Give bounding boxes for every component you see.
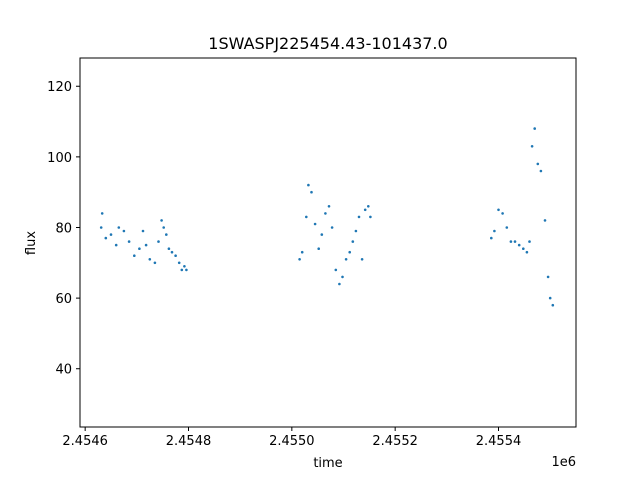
data-point xyxy=(357,215,361,219)
data-point xyxy=(313,222,317,226)
data-point xyxy=(363,208,367,212)
data-point xyxy=(522,247,525,250)
data-point xyxy=(546,275,550,279)
data-point xyxy=(367,205,370,208)
data-point xyxy=(334,268,338,272)
y-tick-label: 80 xyxy=(55,221,72,236)
x-axis-ticks: 2.4546 2.4548 2.4550 2.4552 2.4554 xyxy=(62,427,521,449)
plot-frame xyxy=(79,57,577,428)
data-point xyxy=(183,265,186,268)
x-tick-label: 2.4550 xyxy=(269,434,315,449)
data-point xyxy=(157,240,160,243)
data-point xyxy=(153,261,157,265)
data-points xyxy=(99,127,555,307)
y-axis-ticks: 40 60 80 100 120 xyxy=(47,80,80,378)
data-point xyxy=(369,215,372,219)
data-point xyxy=(320,233,324,236)
x-tick-label: 2.4552 xyxy=(372,434,418,449)
data-point xyxy=(317,247,321,250)
data-point xyxy=(327,205,331,208)
data-point xyxy=(138,247,141,250)
data-point xyxy=(144,243,148,247)
data-point xyxy=(517,243,521,247)
data-point xyxy=(543,219,547,222)
data-point xyxy=(141,229,145,233)
y-tick-label: 120 xyxy=(47,80,72,95)
data-point xyxy=(300,250,304,254)
data-point xyxy=(551,303,555,307)
data-point xyxy=(180,268,184,272)
y-tick-label: 60 xyxy=(55,292,72,307)
data-point xyxy=(536,162,540,166)
data-point xyxy=(530,145,534,148)
data-point xyxy=(100,212,104,215)
data-point xyxy=(505,226,509,229)
data-point xyxy=(525,250,529,254)
data-point xyxy=(104,236,108,240)
data-point xyxy=(148,258,152,261)
data-point xyxy=(351,240,355,243)
data-point xyxy=(548,296,552,300)
data-point xyxy=(360,258,364,261)
data-point xyxy=(338,282,341,286)
y-tick-label: 100 xyxy=(47,151,72,166)
data-point xyxy=(174,254,177,257)
data-point xyxy=(493,229,496,233)
data-point xyxy=(324,212,327,215)
x-axis-offset-label: 1e6 xyxy=(551,455,576,470)
data-point xyxy=(114,243,118,247)
data-point xyxy=(497,208,500,212)
data-point xyxy=(307,183,310,187)
data-point xyxy=(354,229,358,233)
data-point xyxy=(341,275,344,279)
data-point xyxy=(305,215,308,219)
data-point xyxy=(122,229,126,233)
data-point xyxy=(330,226,334,229)
data-point xyxy=(133,254,136,257)
data-point xyxy=(160,219,163,222)
data-point xyxy=(344,258,348,261)
data-point xyxy=(513,240,517,243)
data-point xyxy=(348,250,352,254)
data-point xyxy=(298,258,301,261)
data-point xyxy=(533,127,536,130)
data-point xyxy=(170,250,174,254)
data-point xyxy=(528,240,531,243)
data-point xyxy=(167,247,171,250)
data-point xyxy=(509,240,513,243)
x-tick-label: 2.4548 xyxy=(166,434,212,449)
data-point xyxy=(490,236,493,240)
data-point xyxy=(185,268,188,272)
data-point xyxy=(165,233,168,236)
y-tick-label: 40 xyxy=(55,363,72,378)
data-point xyxy=(162,226,165,229)
chart-title: 1SWASPJ225454.43-101437.0 xyxy=(208,34,447,53)
data-point xyxy=(539,169,543,173)
data-point xyxy=(109,233,113,236)
data-point xyxy=(127,240,131,243)
data-point xyxy=(177,261,181,265)
y-axis-label: flux xyxy=(24,231,39,255)
data-point xyxy=(117,226,121,229)
x-tick-label: 2.4546 xyxy=(62,434,108,449)
x-axis-label: time xyxy=(313,456,342,471)
data-point xyxy=(501,212,504,215)
data-point xyxy=(99,226,103,229)
x-tick-label: 2.4554 xyxy=(476,434,522,449)
data-point xyxy=(310,190,313,194)
